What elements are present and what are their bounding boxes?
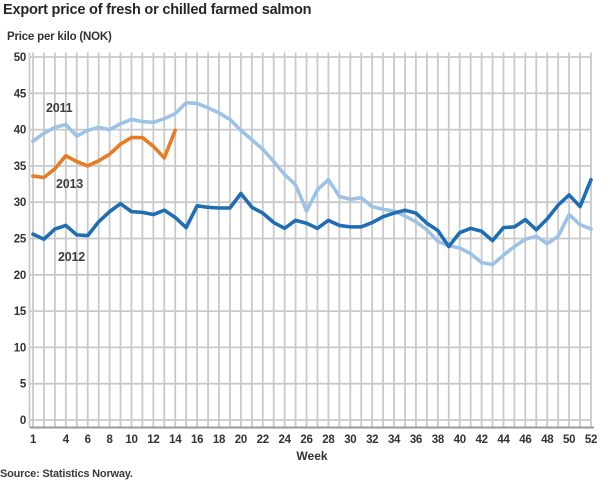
x-tick-label: 44 [497, 434, 510, 446]
y-tick-label: 50 [14, 52, 26, 64]
y-tick-label: 25 [14, 234, 27, 246]
series-2011-line [31, 100, 593, 267]
y-tick-label: 45 [14, 88, 27, 100]
series-2013-line [31, 128, 178, 180]
y-tick-label: 5 [20, 379, 27, 391]
x-tick-label: 12 [147, 434, 159, 446]
y-tick-label: 40 [14, 125, 26, 137]
series-2011-label: 2011 [46, 101, 73, 115]
y-axis-title: Price per kilo (NOK) [7, 31, 112, 43]
x-tick-label: 22 [257, 434, 269, 446]
x-tick-labels: 1 4 6 8 10 12 14 16 18 20 22 24 26 28 30 32 34 36 38 40 42 44… [30, 434, 597, 446]
y-tick-label: 35 [14, 161, 27, 173]
gridlines [28, 52, 592, 427]
y-tick-label: 30 [14, 197, 26, 209]
x-tick-label: 24 [279, 434, 292, 446]
x-tick-label: 46 [519, 434, 531, 446]
x-tick-label: 4 [63, 434, 70, 446]
x-axis-title: Week [296, 449, 328, 463]
x-tick-label: 32 [366, 434, 378, 446]
x-tick-label: 20 [235, 434, 247, 446]
series-2012-line [31, 177, 593, 249]
x-tick-label: 26 [300, 434, 312, 446]
y-tick-label: 15 [14, 306, 27, 318]
x-tick-label: 8 [107, 434, 114, 446]
series-2012-label: 2012 [58, 250, 85, 264]
x-tick-label: 50 [563, 434, 575, 446]
x-tick-label: 48 [541, 434, 554, 446]
x-tick-label: 1 [30, 434, 37, 446]
x-tick-label: 36 [410, 434, 422, 446]
x-tick-label: 14 [169, 434, 182, 446]
x-tick-label: 10 [125, 434, 137, 446]
x-tick-label: 18 [213, 434, 226, 446]
x-tick-label: 28 [322, 434, 335, 446]
x-tick-label: 40 [454, 434, 466, 446]
x-tick-label: 38 [432, 434, 445, 446]
series-2013-label: 2013 [56, 177, 83, 191]
x-tick-label: 6 [85, 434, 91, 446]
chart-title: Export price of fresh or chilled farmed … [3, 2, 312, 18]
x-tick-label: 42 [475, 434, 487, 446]
y-tick-labels: 0 5 10 15 20 25 30 35 40 45 50 [14, 52, 27, 427]
y-tick-label: 0 [20, 415, 26, 427]
y-tick-label: 10 [14, 342, 26, 354]
x-tick-label: 30 [344, 434, 356, 446]
source-note: Source: Statistics Norway. [0, 468, 133, 480]
x-tick-label: 16 [191, 434, 203, 446]
y-tick-label: 20 [14, 270, 26, 282]
x-tick-label: 34 [388, 434, 401, 446]
x-tick-label: 52 [585, 434, 597, 446]
